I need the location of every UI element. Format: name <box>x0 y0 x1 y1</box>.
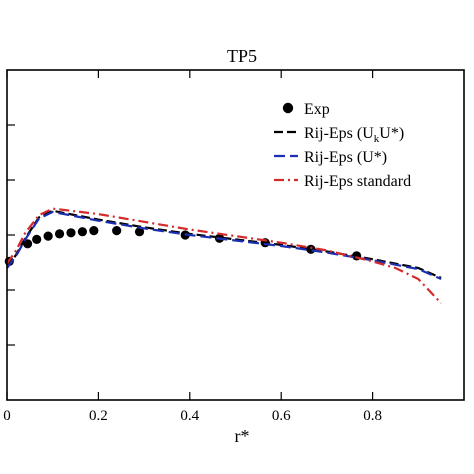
legend-marker-exp <box>282 102 294 114</box>
series-layer <box>4 207 442 304</box>
legend-label-4: Rij-Eps standard <box>304 173 411 190</box>
exp-point <box>54 229 65 239</box>
series-line-3 <box>6 210 442 281</box>
legend-label-2: Rij-Eps (UkU*) <box>304 125 404 145</box>
x-tick-label: 0.6 <box>272 408 291 424</box>
legend-label-3: Rij-Eps (U*) <box>304 149 387 166</box>
exp-point <box>66 228 76 238</box>
x-tick-label: 0.4 <box>180 408 199 424</box>
x-axis-label: r* <box>235 426 250 446</box>
x-tick-label: 0.2 <box>89 408 108 424</box>
ticks-layer: 0 0.2 0.4 0.6 0.8 <box>3 70 382 424</box>
series-line-4 <box>6 207 442 304</box>
x-tick-label: 0 <box>3 408 11 424</box>
exp-point <box>77 227 88 237</box>
exp-point <box>89 226 99 236</box>
exp-point <box>43 231 53 241</box>
plot-frame <box>6 69 465 401</box>
exp-point <box>134 227 145 237</box>
series-line-2 <box>6 209 442 279</box>
chart-title: TP5 <box>227 46 257 66</box>
exp-point <box>32 234 42 244</box>
legend-label-1: Exp <box>304 101 330 118</box>
legend: Exp Rij-Eps (UkU*) Rij-Eps (U*) Rij-Eps sta… <box>274 101 411 190</box>
exp-point <box>112 226 122 236</box>
x-tick-label: 0.8 <box>363 408 382 424</box>
